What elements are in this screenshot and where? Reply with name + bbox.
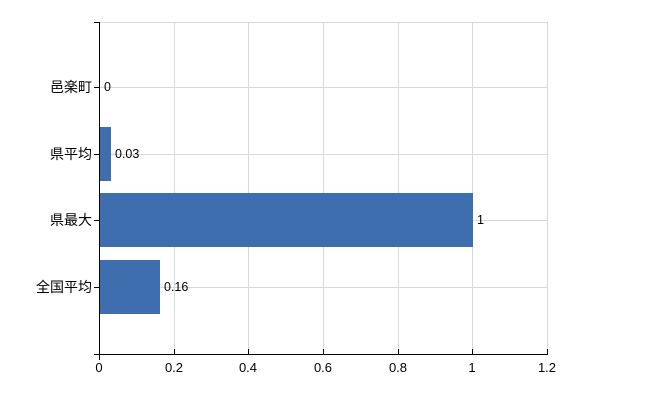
bar	[100, 127, 111, 181]
x-tick-label: 0.6	[313, 360, 333, 375]
x-axis-tick	[398, 349, 399, 354]
value-label: 0.03	[115, 146, 140, 161]
gridline-v	[323, 22, 324, 354]
x-tick-label: 0.8	[388, 360, 408, 375]
bar	[100, 193, 473, 247]
x-axis-tick	[323, 349, 324, 354]
y-axis-tick	[94, 287, 99, 288]
gridline-h	[100, 154, 548, 155]
x-axis-tick	[174, 349, 175, 354]
y-axis-tick	[94, 354, 99, 355]
x-axis	[99, 354, 548, 355]
y-axis-tick	[94, 154, 99, 155]
y-axis-tick	[94, 220, 99, 221]
y-axis-tick	[94, 87, 99, 88]
x-tick-label: 0.2	[164, 360, 184, 375]
gridline-v	[472, 22, 473, 354]
category-label: 全国平均	[36, 278, 92, 295]
x-tick-label: 1.2	[537, 360, 557, 375]
gridline-h	[100, 87, 548, 88]
x-axis-tick	[99, 349, 100, 354]
x-tick-label: 0.4	[238, 360, 258, 375]
gridline-v	[547, 22, 548, 354]
value-label: 0.16	[164, 279, 189, 294]
category-label: 邑楽町	[50, 79, 92, 95]
x-tick-label: 0	[95, 360, 103, 375]
gridline-v	[174, 22, 175, 354]
x-axis-tick	[547, 349, 548, 354]
value-label: 1	[477, 213, 484, 227]
value-label: 0	[104, 80, 111, 94]
x-axis-tick	[248, 349, 249, 354]
x-axis-tick	[472, 349, 473, 354]
gridline-h	[100, 287, 548, 288]
y-axis-tick	[94, 22, 99, 23]
x-axis-tick-origin	[99, 355, 100, 360]
category-label: 県平均	[50, 145, 92, 162]
gridline-h-top	[100, 22, 548, 23]
x-tick-label: 1	[468, 360, 476, 375]
gridline-v	[248, 22, 249, 354]
gridline-v	[398, 22, 399, 354]
bar	[100, 260, 160, 314]
category-label: 県最大	[50, 212, 92, 228]
y-axis	[99, 22, 100, 355]
